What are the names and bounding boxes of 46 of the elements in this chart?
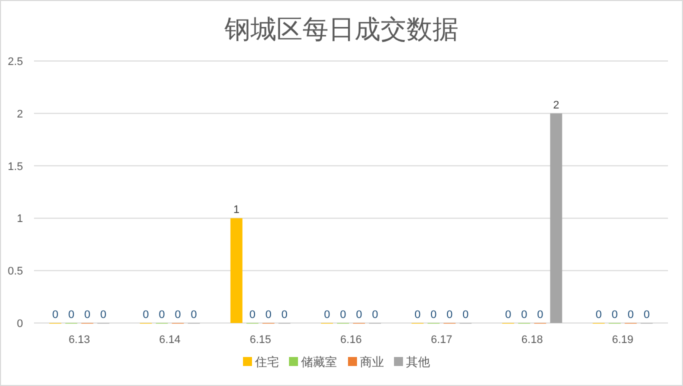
data-label: 0 xyxy=(612,309,618,321)
xtick: 6.16 xyxy=(340,334,362,346)
xtick: 6.19 xyxy=(612,334,634,346)
legend-label: 住宅 xyxy=(255,355,279,369)
ytick: 1.5 xyxy=(8,160,23,173)
data-label: 0 xyxy=(446,309,453,321)
data-label: 0 xyxy=(324,309,330,321)
xtick: 6.14 xyxy=(159,334,181,346)
data-label: 0 xyxy=(414,309,421,321)
xtick: 6.15 xyxy=(250,334,272,346)
xtick: 6.17 xyxy=(430,334,452,346)
data-label: 0 xyxy=(644,309,650,321)
data-label: 2 xyxy=(553,99,560,112)
data-label: 0 xyxy=(174,309,181,321)
data-label: 0 xyxy=(430,309,437,321)
data-label: 0 xyxy=(84,309,90,321)
data-label: 0 xyxy=(462,309,469,321)
ytick: 0 xyxy=(16,318,23,330)
legend-label: 储藏室 xyxy=(301,355,337,369)
xtick: 6.13 xyxy=(68,334,90,346)
data-label: 0 xyxy=(142,309,149,321)
ytick: 2 xyxy=(16,108,23,120)
data-label: 0 xyxy=(596,309,602,321)
data-label: 0 xyxy=(281,309,288,321)
data-label: 0 xyxy=(265,309,272,321)
legend-label: 其他 xyxy=(406,355,430,369)
data-label: 0 xyxy=(158,309,165,321)
data-label: 0 xyxy=(100,309,106,321)
data-label: 0 xyxy=(52,309,58,321)
data-label: 1 xyxy=(233,204,240,216)
title: 钢城区每日成交数据 xyxy=(224,14,458,44)
ytick: 2.5 xyxy=(8,56,23,68)
data-label: 0 xyxy=(628,309,634,321)
legend-label: 商业 xyxy=(360,355,384,369)
data-label: 0 xyxy=(505,309,512,321)
data-label: 0 xyxy=(340,309,346,321)
ytick: 0.5 xyxy=(8,266,23,278)
data-label: 0 xyxy=(356,309,362,321)
data-label: 0 xyxy=(521,309,528,321)
data-label: 0 xyxy=(190,309,197,321)
data-label: 0 xyxy=(68,309,74,321)
ytick: 1 xyxy=(16,213,23,226)
data-label: 0 xyxy=(372,309,378,321)
data-label: 0 xyxy=(249,309,256,321)
xtick: 6.18 xyxy=(521,334,543,346)
data-label: 0 xyxy=(537,309,544,321)
